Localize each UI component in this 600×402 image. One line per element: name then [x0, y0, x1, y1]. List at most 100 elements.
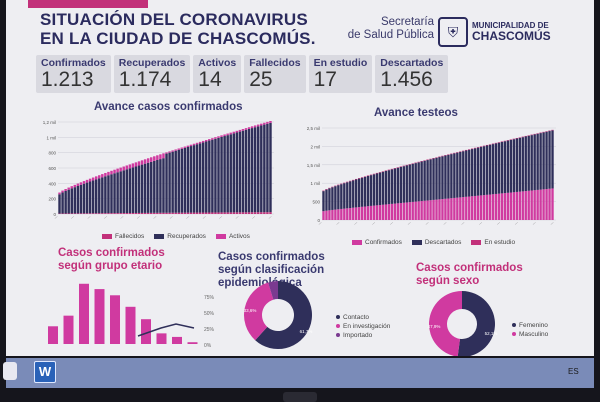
bar-segment	[423, 200, 426, 220]
bar-segment	[260, 125, 263, 213]
bar-segment	[73, 184, 77, 188]
bar-segment	[322, 191, 325, 212]
bar-segment	[337, 209, 340, 220]
donut-value-label: 52,1%	[485, 331, 498, 336]
bar-segment	[381, 171, 385, 205]
bar-segment	[426, 160, 429, 201]
age-bar	[79, 283, 89, 344]
bar-segment	[260, 123, 263, 126]
x-tick-label: —	[103, 214, 109, 220]
stat-en-estudio: En estudio 17	[308, 55, 373, 93]
donut-slice	[429, 291, 462, 356]
bar-segment	[482, 145, 486, 147]
bar-segment	[485, 145, 489, 195]
bar-segment	[476, 147, 480, 148]
bar-segment	[497, 142, 501, 194]
legend-label: En estudio	[484, 239, 516, 246]
bar-segment	[488, 144, 492, 195]
donut-slice	[255, 281, 312, 349]
legend-label: Importado	[343, 332, 373, 339]
page-title: SITUACIÓN DEL CORONAVIRUS EN LA CIUDAD D…	[40, 10, 316, 48]
stat-value: 1.456	[380, 68, 433, 91]
stat-value: 17	[313, 68, 337, 91]
bar-segment	[533, 134, 536, 191]
y-tick-label: 2,5 mil	[307, 126, 320, 131]
bar-segment	[414, 201, 417, 220]
bar-segment	[110, 174, 113, 214]
bar-segment	[165, 153, 168, 213]
bar-segment	[223, 134, 226, 137]
bar-segment	[524, 136, 527, 192]
word-app-icon[interactable]: W	[34, 361, 56, 383]
bar-segment	[387, 204, 391, 220]
bar-segment	[337, 185, 340, 210]
bar-segment	[322, 211, 325, 220]
bar-segment	[396, 167, 400, 168]
bar-segment	[355, 207, 358, 220]
bar-segment	[88, 178, 92, 182]
x-tick-label: —	[389, 220, 395, 226]
bar-segment	[360, 206, 364, 220]
y-tick-label: 0	[317, 218, 320, 223]
language-indicator[interactable]: ES	[568, 367, 579, 376]
bar-segment	[399, 203, 403, 220]
bar-segment	[76, 183, 80, 186]
bar-segment	[260, 212, 263, 214]
x-tick-label: —	[119, 214, 125, 220]
bar-segment	[456, 152, 459, 198]
bar-segment	[399, 166, 403, 167]
bar-segment	[402, 165, 405, 167]
stat-label: Descartados	[380, 57, 444, 69]
bar-segment	[208, 139, 211, 141]
legend-item: Femenino	[512, 322, 548, 329]
bar-segment	[343, 208, 346, 220]
bar-segment	[183, 147, 187, 213]
bar-segment	[375, 205, 379, 220]
bar-segment	[94, 179, 98, 214]
bar-segment	[128, 164, 132, 169]
bar-segment	[453, 197, 456, 220]
bar-segment	[479, 195, 483, 220]
bar-segment	[438, 199, 441, 220]
bar-segment	[244, 128, 248, 130]
secretaria-line-1: Secretaría	[380, 16, 434, 28]
bar-segment	[355, 179, 358, 208]
bar-segment	[533, 133, 536, 135]
bar-segment	[360, 177, 364, 207]
bar-segment	[441, 155, 444, 157]
legend-label: Fallecidos	[115, 233, 145, 240]
bar-segment	[375, 172, 379, 174]
bar-segment	[168, 151, 171, 153]
bar-segment	[153, 156, 156, 161]
legend-item: Confirmados	[352, 239, 402, 246]
bar-segment	[372, 174, 376, 206]
bar-segment	[128, 168, 132, 214]
x-tick-label: —	[53, 214, 59, 220]
bar-segment	[253, 212, 257, 214]
bar-segment	[435, 199, 438, 220]
x-tick-label: —	[460, 220, 466, 226]
bar-segment	[494, 193, 498, 220]
bar-segment	[223, 136, 226, 213]
bar-segment	[171, 151, 174, 213]
bar-segment	[530, 135, 533, 191]
bar-segment	[101, 213, 104, 214]
bar-segment	[322, 190, 325, 192]
y-tick-label: 2 mil	[310, 144, 320, 149]
bar-segment	[381, 204, 385, 220]
municipal-seal-icon: ⛨	[438, 17, 468, 47]
x-tick-label: —	[169, 214, 175, 220]
x-tick-label: —	[70, 214, 76, 220]
bar-segment	[156, 160, 159, 213]
bar-segment	[462, 150, 465, 152]
legend-label: Masculino	[519, 331, 549, 338]
bar-segment	[174, 149, 177, 151]
bar-segment	[64, 191, 67, 214]
bar-segment	[257, 126, 260, 213]
x-tick-label: —	[496, 220, 502, 226]
bar-segment	[159, 159, 162, 213]
bar-segment	[195, 212, 199, 214]
start-button[interactable]	[3, 362, 17, 380]
bar-segment	[479, 146, 483, 147]
bar-segment	[208, 140, 211, 213]
